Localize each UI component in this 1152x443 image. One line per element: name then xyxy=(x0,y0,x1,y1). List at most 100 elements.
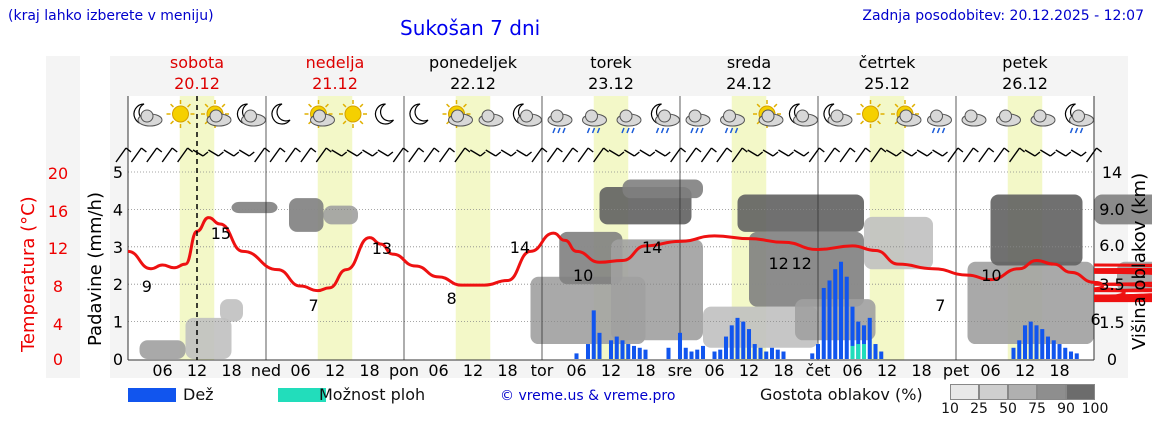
x-tick: 12 xyxy=(325,361,345,380)
cloud-puff xyxy=(209,109,223,123)
wind-barb xyxy=(577,147,589,163)
wind-barb xyxy=(700,147,713,163)
wind-barb-flag xyxy=(1034,151,1041,157)
wind-barb xyxy=(130,147,142,163)
wind-barb-flag xyxy=(125,147,132,153)
cloud-puff xyxy=(830,109,844,123)
rain-drop xyxy=(931,127,936,134)
rain-bar xyxy=(620,340,625,359)
storm-legend-label: Možnost ploh xyxy=(319,385,426,404)
moon-icon xyxy=(374,103,394,125)
temp-label: 9 xyxy=(142,277,152,296)
wind-barb xyxy=(670,147,682,163)
cloud-legend-level: 10 xyxy=(941,401,959,417)
cloud-puff xyxy=(1072,109,1085,123)
sun-ray xyxy=(342,120,347,125)
cloud-axis-label: Višina oblakov (km) xyxy=(1129,173,1150,350)
cloud-puff xyxy=(999,109,1012,123)
wind-barb-flag xyxy=(572,147,579,153)
wind-barb xyxy=(593,147,605,163)
wind-barb xyxy=(438,147,451,163)
rain-bar xyxy=(861,325,867,359)
x-tick: 12 xyxy=(187,361,207,380)
wind-barb xyxy=(238,149,250,157)
cloud-rain-icon xyxy=(685,109,711,134)
wind-barb xyxy=(500,149,512,157)
rain-drop xyxy=(1069,127,1074,134)
rain-drop xyxy=(596,127,601,134)
rain-bar xyxy=(873,344,878,359)
wind-barb xyxy=(808,147,820,163)
day-name: sobota xyxy=(170,53,224,72)
day-date: 26.12 xyxy=(1002,74,1048,93)
wind-barb-flag xyxy=(957,147,964,153)
cloud-height-tick: 14 xyxy=(1102,163,1122,182)
cloud-legend-level: 90 xyxy=(1057,401,1075,417)
rain-bar xyxy=(1045,336,1051,359)
wind-barb xyxy=(1086,147,1098,163)
daylight-band xyxy=(455,96,491,360)
rain-bar xyxy=(746,329,752,359)
moon-icon xyxy=(374,103,394,125)
sun-icon xyxy=(172,105,189,123)
cloud-height-tick: 6.0 xyxy=(1099,236,1124,255)
wind-barb-flag xyxy=(356,151,363,157)
sun-ray xyxy=(894,103,899,108)
last-update: Zadnja posodobitev: 20.12.2025 - 12:07 xyxy=(862,8,1144,24)
cloud-puff xyxy=(550,109,564,123)
wind-barb-flag xyxy=(1049,151,1056,157)
rain-bar xyxy=(1011,347,1016,359)
rain-drop xyxy=(700,127,704,134)
rain-bar xyxy=(597,332,602,359)
wind-barb-flag xyxy=(680,147,687,153)
wind-barb xyxy=(254,147,266,163)
rain-bar xyxy=(1017,340,1022,359)
wind-barb xyxy=(161,147,173,163)
cloud-puff xyxy=(1033,109,1047,123)
sun-ray xyxy=(170,103,174,108)
wind-barb xyxy=(300,147,312,163)
wind-barb-flag xyxy=(788,151,794,157)
rain-bar xyxy=(689,351,694,359)
cloud-patch xyxy=(139,340,186,359)
rain-bar xyxy=(775,349,780,359)
wind-barb xyxy=(146,147,158,163)
wind-barb-flag xyxy=(187,147,194,153)
wind-barb-flag xyxy=(372,151,378,157)
wind-barb xyxy=(685,147,697,163)
precip-tick: 1 xyxy=(113,313,123,332)
wind-barb xyxy=(916,149,928,157)
cloud-legend-level: 50 xyxy=(999,401,1017,417)
wind-barb xyxy=(1040,149,1051,157)
sun-ray xyxy=(187,103,191,108)
cloud-icon xyxy=(961,109,987,127)
cloud-icon xyxy=(996,109,1021,127)
sun-icon xyxy=(856,100,885,128)
x-tick: 18 xyxy=(773,361,793,380)
wind-barb xyxy=(624,149,635,157)
cloud-patch xyxy=(220,299,243,322)
rain-bar xyxy=(677,332,683,359)
rain-bar xyxy=(695,349,700,359)
weather-icons xyxy=(133,100,1094,134)
x-tick: 12 xyxy=(463,361,483,380)
location-hint: (kraj lahko izberete v meniju) xyxy=(8,8,214,24)
rain-bar xyxy=(700,345,706,359)
precip-tick: 0 xyxy=(113,350,123,369)
cloud-icon xyxy=(1030,109,1056,127)
temp-label: 12 xyxy=(792,254,812,273)
cloud-legend-level: 100 xyxy=(1081,401,1109,417)
x-tick: 18 xyxy=(635,361,655,380)
x-tick: 06 xyxy=(152,361,172,380)
wind-barb-flag xyxy=(1003,147,1010,153)
temp-axis-label: Temperatura (°C) xyxy=(18,196,39,353)
cloud-height-tick: 1.5 xyxy=(1099,313,1124,332)
moon-icon xyxy=(271,103,291,125)
wind-barb-flag xyxy=(926,151,933,157)
wind-barb-flag xyxy=(218,151,224,157)
rain-bar xyxy=(1034,325,1039,359)
wind-barb-flag xyxy=(479,151,486,157)
rain-bar xyxy=(666,347,671,359)
rain-drop xyxy=(724,127,729,134)
moon-rain-icon xyxy=(650,103,680,134)
